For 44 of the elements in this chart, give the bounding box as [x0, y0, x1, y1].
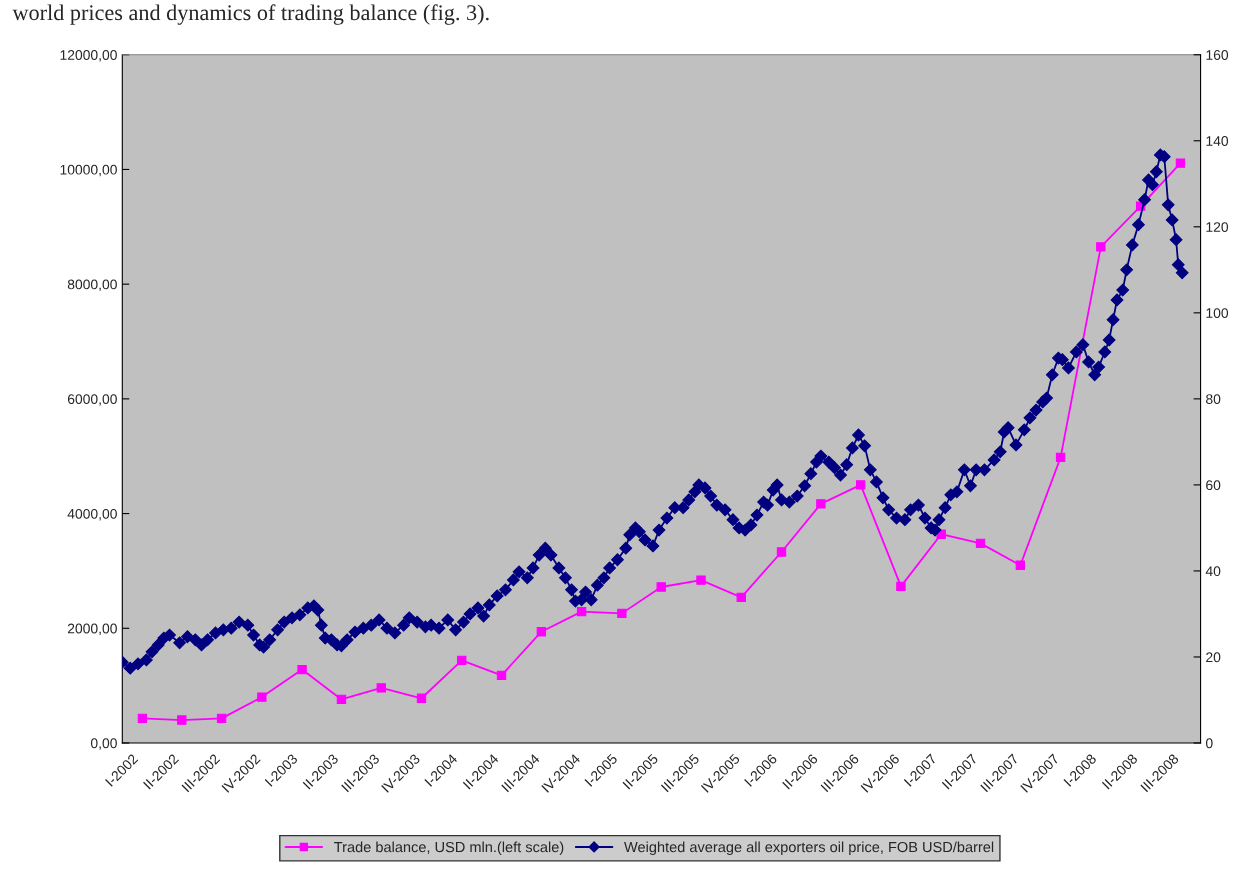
point [816, 499, 826, 509]
y2-tick-label: 100 [1206, 308, 1229, 319]
point [656, 582, 666, 592]
point [975, 538, 986, 549]
point [297, 664, 307, 675]
point [1055, 452, 1066, 463]
point [1015, 560, 1026, 570]
y2-tick-label: 140 [1206, 136, 1229, 146]
y2-tick-label: 20 [1206, 652, 1221, 663]
point [856, 480, 866, 490]
y-tick-label: 8000,00 [67, 279, 117, 291]
y2-tick-label: 160 [1206, 50, 1229, 60]
point [1096, 242, 1106, 252]
y2-tick-label: 0 [1205, 738, 1213, 749]
point [776, 547, 787, 557]
point [457, 655, 467, 666]
point [1175, 158, 1186, 168]
legend-label: Trade balance, USD mln.(left scale) [334, 841, 564, 856]
legend-label: Weighted average all exporters oil price, FOB USD/barrel [624, 841, 994, 856]
point [617, 608, 627, 619]
y-tick-label: 12000,00 [60, 50, 117, 62]
point [216, 713, 227, 724]
point [257, 692, 267, 702]
point [416, 693, 427, 703]
point [736, 592, 746, 602]
y-tick-label: 10000,00 [60, 164, 117, 177]
point [576, 606, 587, 617]
y2-tick-label: 60 [1206, 480, 1221, 491]
text: world prices and dynamics of trading balance (fig. 3). [12, 4, 489, 25]
y2-tick-label: 40 [1205, 566, 1221, 577]
point [177, 715, 187, 725]
point [137, 713, 148, 724]
y2-tick-label: 80 [1206, 394, 1221, 405]
y-tick-label: 2000,00 [67, 623, 117, 636]
point [496, 670, 507, 680]
point [536, 627, 547, 637]
y-tick-label: 0,00 [90, 738, 117, 750]
point [336, 694, 347, 705]
y-tick-label: 4000,00 [67, 508, 117, 521]
point [896, 581, 906, 592]
y-tick-label: 6000,00 [67, 394, 117, 406]
point [696, 575, 706, 585]
point [376, 683, 386, 693]
y2-tick-label: 120 [1206, 222, 1229, 232]
